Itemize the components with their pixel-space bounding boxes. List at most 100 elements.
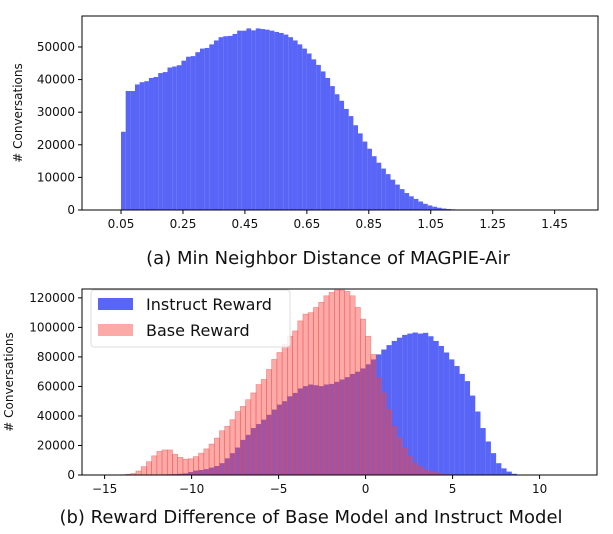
- bar-count-20: [213, 40, 219, 210]
- bar-instruct-reward-35: [287, 396, 293, 475]
- bar-count-61: [404, 193, 410, 210]
- bar-instruct-reward-43: [329, 383, 335, 475]
- bar-instruct-reward-68: [459, 373, 465, 475]
- legend-label-base: Base Reward: [146, 321, 250, 340]
- bar-count-10: [167, 67, 173, 211]
- x-tick-label: 5: [449, 482, 457, 496]
- bar-instruct-reward-42: [323, 384, 330, 475]
- x-tick-label: 1.25: [479, 217, 506, 231]
- bar-count-66: [427, 205, 433, 210]
- axes-frame-b: [81, 288, 598, 476]
- bar-base-reward-22: [219, 430, 226, 476]
- bar-instruct-reward-54: [386, 345, 392, 475]
- bar-count-47: [339, 100, 345, 210]
- bar-instruct-reward-37: [297, 388, 304, 475]
- bar-instruct-reward-27: [245, 434, 251, 475]
- bar-base-reward-25: [234, 411, 241, 476]
- bar-count-5: [144, 81, 149, 210]
- bar-base-reward-35: [287, 335, 293, 476]
- bar-base-reward-52: [375, 377, 382, 476]
- bar-count-63: [413, 198, 419, 210]
- bar-count-31: [265, 29, 270, 210]
- bar-count-55: [376, 162, 382, 210]
- bar-base-reward-49: [360, 318, 366, 476]
- ticks-a: 0.05 0.25 0.45 0.65 0.85 1.05 1.25 1.45 0 10000 20…: [37, 40, 568, 231]
- bar-count-30: [260, 29, 266, 210]
- x-tick-label: 0.05: [108, 217, 135, 231]
- bar-count-44: [325, 77, 331, 210]
- bar-count-34: [278, 32, 284, 210]
- bar-count-33: [274, 31, 280, 210]
- bar-instruct-reward-40: [313, 385, 319, 475]
- bar-instruct-reward-18: [198, 469, 204, 475]
- x-tick-label: −10: [179, 482, 204, 496]
- bar-base-reward-51: [370, 354, 377, 476]
- bar-instruct-reward-73: [485, 441, 491, 475]
- bar-base-reward-56: [396, 437, 403, 476]
- bar-count-23: [227, 35, 233, 211]
- bar-count-36: [288, 37, 293, 211]
- bar-count-49: [348, 116, 354, 210]
- legend-swatch-base: [98, 324, 133, 336]
- bar-instruct-reward-15: [182, 473, 189, 475]
- bar-base-reward-47: [349, 295, 356, 476]
- bar-instruct-reward-62: [428, 336, 434, 475]
- bar-count-18: [204, 47, 210, 210]
- bar-instruct-reward-71: [475, 411, 481, 475]
- histogram-b: −15 −10 −5 0 5 10 0 20000 40000 60000 80000 100000 1…: [2, 288, 598, 528]
- bar-count-11: [172, 66, 177, 211]
- bar-count-43: [320, 71, 326, 210]
- y-tick-label: 30000: [37, 105, 75, 119]
- y-tick-label: 80000: [37, 350, 75, 364]
- legend-box: [90, 289, 291, 348]
- bar-instruct-reward-60: [417, 333, 424, 475]
- bar-base-reward-60: [417, 466, 424, 476]
- bar-base-reward-46: [344, 291, 351, 476]
- bar-count-32: [269, 30, 275, 210]
- x-tick-label: 0.65: [294, 217, 321, 231]
- bar-count-39: [302, 48, 307, 210]
- y-tick-label: 40000: [37, 73, 75, 87]
- bar-base-reward-19: [203, 448, 210, 476]
- bar-count-42: [316, 64, 321, 210]
- bar-instruct-reward-39: [308, 384, 314, 475]
- bar-base-reward-31: [266, 369, 272, 476]
- bar-instruct-reward-72: [480, 428, 486, 475]
- bar-instruct-reward-61: [423, 332, 429, 475]
- bar-instruct-reward-77: [506, 471, 512, 475]
- bar-instruct-reward-50: [365, 364, 371, 475]
- bar-base-reward-14: [177, 456, 184, 476]
- bar-instruct-reward-48: [355, 371, 361, 475]
- bar-instruct-reward-78: [511, 473, 518, 475]
- legend-label-instruct: Instruct Reward: [146, 295, 272, 314]
- bar-count-7: [153, 76, 159, 210]
- bar-instruct-reward-20: [209, 467, 215, 475]
- bar-instruct-reward-64: [438, 345, 444, 475]
- bar-count-9: [162, 72, 168, 210]
- bar-instruct-reward-36: [292, 392, 298, 475]
- bar-instruct-reward-19: [203, 469, 210, 475]
- bar-base-reward-48: [354, 307, 361, 476]
- bar-count-48: [344, 108, 349, 210]
- bar-count-22: [223, 36, 228, 211]
- bar-instruct-reward-26: [240, 439, 246, 475]
- x-tick-label: 0.45: [232, 217, 259, 231]
- bar-instruct-reward-30: [261, 419, 267, 475]
- bar-count-62: [409, 196, 414, 210]
- bar-instruct-reward-44: [334, 381, 340, 475]
- bar-instruct-reward-34: [282, 401, 288, 475]
- bar-instruct-reward-38: [302, 386, 309, 475]
- bar-base-reward-40: [313, 307, 319, 476]
- bar-base-reward-20: [208, 443, 215, 476]
- y-tick-label: 10000: [37, 170, 75, 184]
- bar-base-reward-7: [140, 466, 147, 476]
- bar-base-reward-15: [182, 458, 189, 476]
- bar-base-reward-8: [146, 461, 152, 476]
- bar-base-reward-53: [380, 392, 387, 476]
- bar-count-28: [251, 30, 256, 210]
- bar-count-14: [186, 56, 191, 210]
- bar-instruct-reward-24: [229, 453, 236, 475]
- bar-count-25: [237, 30, 242, 210]
- bar-base-reward-54: [386, 409, 393, 476]
